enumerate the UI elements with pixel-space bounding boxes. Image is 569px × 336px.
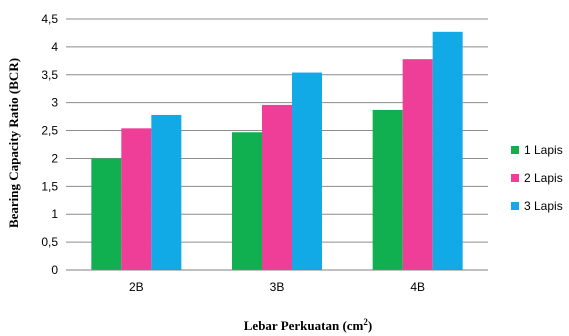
x-axis-title-sup: 2 [363, 317, 368, 327]
bar-1-lapis-3b [232, 132, 262, 270]
bar-1-lapis-2b [91, 158, 122, 270]
bar-2-lapis-4b [402, 59, 433, 270]
legend: 1 Lapis 2 Lapis 3 Lapis [511, 143, 563, 213]
legend-label: 1 Lapis [524, 143, 563, 157]
y-tick-label: 1,5 [41, 179, 58, 193]
x-axis-title-main: Lebar Perkuatan (cm [244, 318, 364, 333]
bar-3-lapis-3b [292, 72, 322, 271]
y-tick-label: 3,5 [41, 68, 58, 82]
y-tick-label: 1 [51, 207, 58, 221]
bar-1-lapis-4b [372, 109, 403, 270]
y-axis-title: Bearing Capacity Ratio (BCR) [6, 58, 21, 228]
bar-3-lapis-4b [432, 31, 463, 270]
x-axis-title-suffix: ) [368, 318, 372, 333]
legend-label: 2 Lapis [524, 171, 563, 185]
legend-swatch [511, 146, 519, 154]
y-tick-labels: 0 0,5 1 1,5 2 2,5 3 3,5 4 4,5 [41, 12, 58, 277]
x-tick-labels: 2B 3B 4B [129, 280, 425, 294]
y-tick-label: 4,5 [41, 12, 58, 26]
legend-swatch [511, 202, 519, 210]
x-axis-title: Lebar Perkuatan (cm2) [244, 317, 372, 333]
y-tick-label: 0 [51, 263, 58, 277]
y-tick-label: 4 [51, 40, 58, 54]
legend-label: 3 Lapis [524, 199, 563, 213]
bar-2-lapis-3b [262, 104, 292, 270]
y-tick-label: 2 [51, 151, 58, 165]
legend-swatch [511, 174, 519, 182]
bars [91, 31, 463, 271]
y-tick-label: 3 [51, 96, 58, 110]
y-tick-label: 0,5 [41, 235, 58, 249]
bar-2-lapis-2b [121, 128, 152, 270]
x-tick-label: 3B [270, 280, 285, 294]
x-tick-label: 4B [410, 280, 425, 294]
x-tick-label: 2B [129, 280, 144, 294]
bar-3-lapis-2b [151, 114, 182, 270]
y-tick-label: 2,5 [41, 124, 58, 138]
